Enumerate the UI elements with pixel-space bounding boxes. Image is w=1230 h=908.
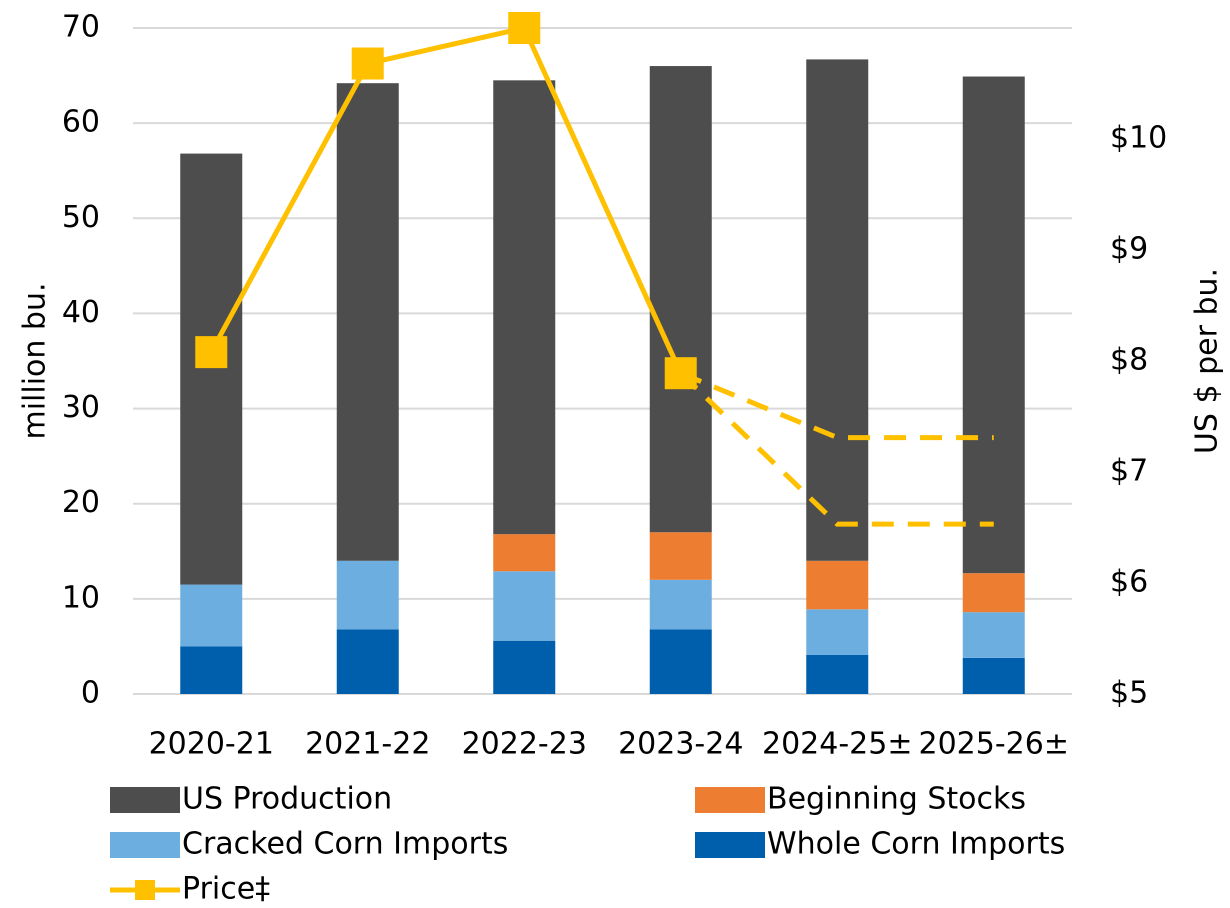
bar-segment [806,59,869,561]
legend-label: Whole Corn Imports [767,827,1065,862]
bar-segment [336,83,399,561]
bar-segment [180,153,243,585]
y-tick-label: 20 [62,485,100,520]
bar-segment [493,571,556,641]
legend-label: Beginning Stocks [767,782,1026,817]
bar-segment [493,80,556,535]
x-tick-label: 2020-21 [149,727,274,762]
x-tick-label: 2021-22 [305,727,430,762]
x-tick-label: 2024-25± [762,727,912,762]
y-tick-label: 0 [81,676,100,711]
y2-tick-label: $5 [1110,676,1148,711]
legend-swatch [695,787,765,813]
bar-segment [180,646,243,694]
bar-segment [806,609,869,655]
legend-label: Price‡ [182,872,270,907]
bar-segment [336,560,399,630]
bar-segment [962,76,1025,574]
x-tick-label: 2025-26± [919,727,1069,762]
bar-segment [493,640,556,694]
x-tick-label: 2023-24 [618,727,743,762]
dashed-line [679,371,994,527]
y2-tick-label: $7 [1110,454,1148,489]
y-tick-label: 60 [62,105,100,140]
y2-tick-label: $9 [1110,232,1148,267]
y2-axis-label: US $ per bu. [1190,268,1225,454]
legend-swatch [110,832,180,858]
legend-label: Cracked Corn Imports [182,827,508,862]
bar-segment [180,584,243,647]
bar-segment [806,654,869,694]
legend-swatch [135,880,155,900]
legend-swatch [695,832,765,858]
price-marker [508,12,541,44]
bar-segment [649,66,712,533]
y2-tick-label: $6 [1110,565,1148,600]
y-axis-label: million bu. [18,282,53,439]
bar-segment [336,629,399,694]
price-marker [195,336,228,369]
legend-swatch [110,787,180,813]
y2-tick-label: $8 [1110,343,1148,378]
y-tick-label: 40 [62,295,100,330]
bar-segment [649,629,712,694]
dashed-line [679,370,994,441]
x-tick-label: 2022-23 [462,727,587,762]
y-tick-label: 30 [62,390,100,425]
y-tick-label: 50 [62,200,100,235]
bar-segment [962,573,1025,613]
bar-segment [649,579,712,630]
bar-segment [806,560,869,610]
y-tick-label: 70 [62,10,100,45]
price-marker [351,47,384,80]
bar-segment [649,532,712,580]
bar-segment [493,534,556,572]
legend-label: US Production [182,782,392,817]
y-tick-label: 10 [62,580,100,615]
y2-tick-label: $10 [1110,121,1167,156]
bar-segment [962,612,1025,658]
price-line [209,25,684,375]
bar-segment [962,657,1025,694]
